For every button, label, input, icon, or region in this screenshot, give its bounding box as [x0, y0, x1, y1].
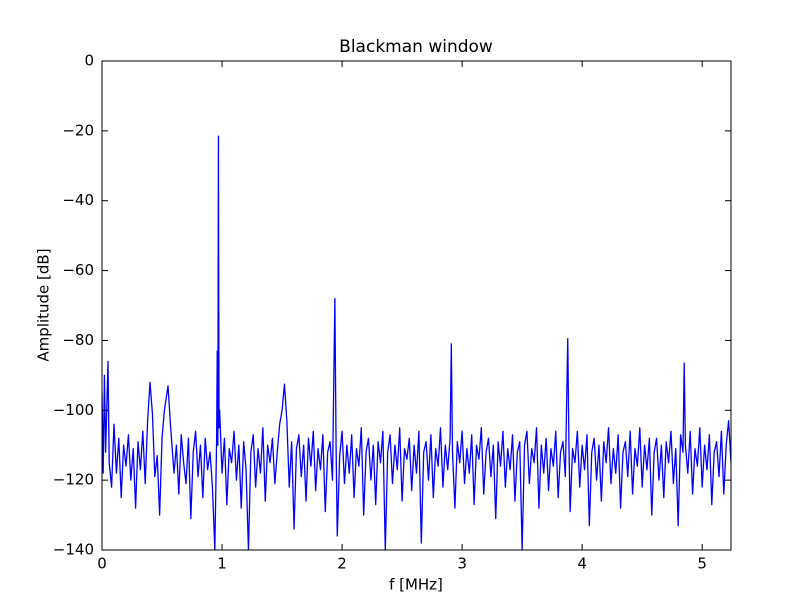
x-axis-label: f [MHz] — [389, 576, 443, 594]
y-tick-label: −140 — [53, 541, 94, 559]
x-tick-label: 2 — [337, 555, 347, 573]
y-axis-label: Amplitude [dB] — [35, 248, 53, 361]
y-tick-label: −60 — [62, 261, 94, 279]
y-tick-label: 0 — [84, 52, 94, 70]
x-tick-label: 5 — [697, 555, 707, 573]
y-tick-label: −100 — [53, 401, 94, 419]
plot-frame — [101, 60, 732, 551]
x-tick-label: 0 — [97, 555, 107, 573]
y-tick-label: −120 — [53, 471, 94, 489]
y-tick-label: −20 — [62, 121, 94, 139]
y-tick-label: −40 — [62, 191, 94, 209]
y-tick-label: −80 — [62, 331, 94, 349]
x-tick-label: 1 — [217, 555, 227, 573]
x-tick-label: 3 — [457, 555, 467, 573]
chart-title: Blackman window — [339, 37, 493, 57]
x-tick-label: 4 — [577, 555, 587, 573]
spectrum-line — [102, 135, 731, 550]
